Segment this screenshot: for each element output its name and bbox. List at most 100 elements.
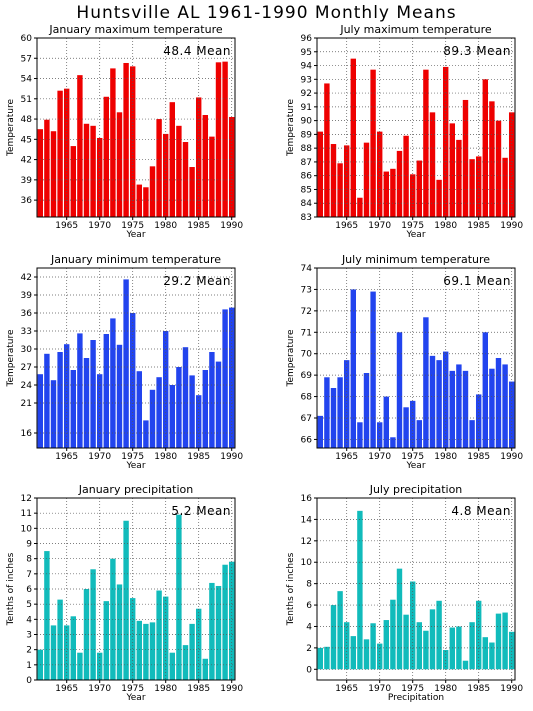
y-tick-label: 16 <box>301 494 313 504</box>
bar-1979 <box>436 179 442 217</box>
y-tick-label: 67 <box>301 414 312 424</box>
bar-1969 <box>370 291 376 448</box>
bar-1971 <box>383 620 389 670</box>
bar-1978 <box>429 112 436 217</box>
bar-1988 <box>215 585 222 680</box>
bar-1969 <box>370 69 376 217</box>
bar-1986 <box>482 332 488 448</box>
y-tick-label: 27 <box>21 363 32 373</box>
bar-1962 <box>324 377 330 448</box>
bar-1973 <box>116 584 123 680</box>
bar-1976 <box>136 371 142 448</box>
bar-1988 <box>495 358 502 448</box>
y-tick-label: 12 <box>21 494 32 504</box>
page-title: Huntsville AL 1961-1990 Monthly Means <box>76 3 457 23</box>
bar-1973 <box>116 344 123 448</box>
bar-1977 <box>423 630 429 670</box>
bar-1971 <box>383 396 389 448</box>
x-tick-label: 1975 <box>401 452 424 462</box>
x-tick-label: 1975 <box>121 452 144 462</box>
y-tick-label: 11 <box>21 509 32 519</box>
x-tick-label: 1980 <box>434 684 457 694</box>
bar-1986 <box>482 637 488 670</box>
bar-1973 <box>396 332 403 448</box>
y-tick-label: 14 <box>301 515 313 525</box>
bar-1971 <box>383 171 389 217</box>
y-tick-label: 33 <box>21 327 32 337</box>
bar-1962 <box>44 119 50 217</box>
x-tick-label: 1990 <box>500 452 523 462</box>
bar-1975 <box>129 313 136 448</box>
y-tick-label: 4 <box>306 622 312 632</box>
x-axis-label: Year <box>125 230 145 240</box>
bar-1987 <box>209 352 215 448</box>
bar-1981 <box>449 627 455 670</box>
chart-title: July minimum temperature <box>341 253 490 266</box>
bar-1961 <box>37 374 43 448</box>
x-axis-label: Precipitation <box>388 693 444 703</box>
y-tick-label: 10 <box>301 558 313 568</box>
bar-1989 <box>502 612 508 670</box>
bar-1973 <box>396 150 403 217</box>
x-tick-label: 1970 <box>368 684 391 694</box>
bar-1990 <box>508 631 515 670</box>
bar-1981 <box>449 370 455 448</box>
bar-1980 <box>442 650 449 670</box>
bar-1974 <box>123 62 129 217</box>
y-tick-label: 42 <box>21 156 32 166</box>
bar-1969 <box>370 623 376 670</box>
x-tick-label: 1970 <box>88 684 111 694</box>
x-tick-label: 1980 <box>154 221 177 231</box>
chart-title: July maximum temperature <box>339 23 492 36</box>
bar-1965 <box>63 625 70 680</box>
bar-1986 <box>202 115 208 217</box>
bar-1968 <box>363 373 370 448</box>
chart-panel-6: 0 2 4 6 8 10 12 14 16 1965 1970 1975 1980 1985 1990 Jul… <box>286 483 523 703</box>
bar-1966 <box>350 289 356 448</box>
bar-1975 <box>129 66 136 218</box>
bar-1967 <box>357 510 363 670</box>
x-tick-label: 1970 <box>368 452 391 462</box>
plot-frame <box>316 267 516 449</box>
bar-1972 <box>110 68 116 218</box>
y-tick-label: 36 <box>21 309 33 319</box>
bar-1988 <box>215 62 222 217</box>
y-tick-label: 66 <box>301 435 313 445</box>
bar-1989 <box>502 364 508 448</box>
x-tick-label: 1965 <box>335 684 358 694</box>
bar-1967 <box>77 333 83 448</box>
y-tick-label: 8 <box>26 555 32 565</box>
y-tick-label: 57 <box>21 54 32 64</box>
chart-title: January precipitation <box>78 483 194 496</box>
bar-1969 <box>90 125 96 217</box>
bar-1978 <box>149 389 156 448</box>
bar-1979 <box>156 377 162 448</box>
bar-1976 <box>416 420 422 448</box>
x-tick-label: 1975 <box>401 221 424 231</box>
bar-1976 <box>416 622 422 670</box>
bar-1983 <box>182 142 189 217</box>
bar-1987 <box>489 368 495 448</box>
bar-1984 <box>189 167 195 217</box>
bar-1983 <box>462 660 469 670</box>
y-tick-label: 2 <box>26 646 32 656</box>
bar-1981 <box>449 123 455 217</box>
y-tick-label: 70 <box>301 350 313 360</box>
bar-1965 <box>63 344 70 448</box>
bar-1984 <box>469 622 475 670</box>
bar-1962 <box>324 83 330 217</box>
bar-1962 <box>44 551 50 680</box>
y-tick-label: 51 <box>21 95 32 105</box>
bar-1976 <box>136 184 142 217</box>
bar-1988 <box>495 613 502 670</box>
y-tick-label: 84 <box>301 199 313 209</box>
y-tick-label: 39 <box>21 291 33 301</box>
bar-1987 <box>489 101 495 217</box>
chart-panel-2: 83 84 85 86 87 88 89 90 91 92 93 94 95 96 1965 1970 1975… <box>286 23 523 240</box>
x-tick-label: 1985 <box>467 684 490 694</box>
bar-1983 <box>182 347 189 448</box>
bar-1976 <box>416 160 422 217</box>
bar-1974 <box>403 135 409 217</box>
bar-1978 <box>149 622 156 680</box>
